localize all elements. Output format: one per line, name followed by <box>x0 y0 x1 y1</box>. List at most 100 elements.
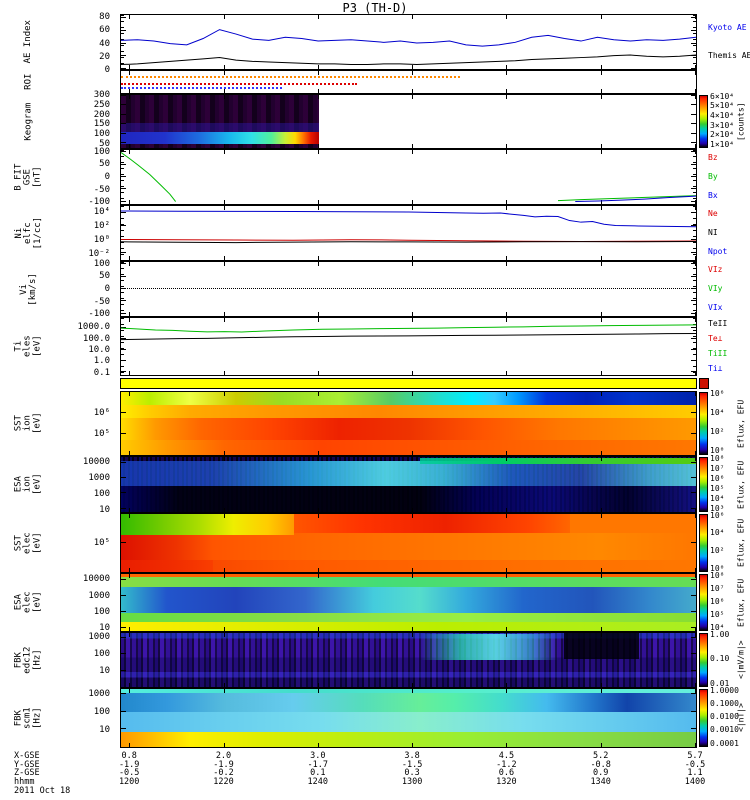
x-tick-mark <box>412 256 414 260</box>
y-tick-label: 100 <box>93 146 110 157</box>
y-tick-label: 0 <box>104 65 110 75</box>
x-tick-mark <box>506 256 508 260</box>
minor-ticks <box>693 15 696 69</box>
y-tick-mark <box>691 359 696 361</box>
y-tick-mark <box>121 104 126 106</box>
x-tick-mark <box>600 89 602 93</box>
colorbar-tick-label: 10⁴ <box>710 622 725 632</box>
spectrogram-layer <box>121 574 696 577</box>
y-tick-mark <box>691 200 696 202</box>
spectrogram-layer <box>121 418 696 440</box>
roi-upper <box>121 76 461 79</box>
colorbar-fbk-edc12 <box>699 633 708 687</box>
x-tick-mark <box>506 200 508 204</box>
y-axis-label-text: Keogram <box>23 102 34 141</box>
axis-value: 0.6 <box>498 768 515 778</box>
plot-area-velocity <box>120 261 697 317</box>
legend-viz: VIz <box>708 265 723 275</box>
x-tick-mark <box>317 71 319 75</box>
x-tick-mark <box>223 568 225 572</box>
y-axis-label-b-fit: B FIT GSE [nT] <box>0 149 58 205</box>
axis-value: -1.5 <box>401 759 423 770</box>
y-tick-mark <box>691 432 696 434</box>
y-tick-label: 10⁵ <box>93 538 110 548</box>
minor-ticks <box>121 150 124 204</box>
plot-area-roi <box>120 70 697 94</box>
x-tick-mark <box>129 633 131 637</box>
x-tick-mark <box>412 514 414 518</box>
x-tick-mark <box>506 262 508 266</box>
x-tick-mark <box>695 206 696 210</box>
axis-value: 1320 <box>496 776 517 787</box>
y-axis-label-fbk-edc12: FBK edc12 [Hz] <box>0 632 58 688</box>
x-tick-mark <box>223 371 225 375</box>
colorbar-tick-label: 5×10⁴ <box>710 101 735 111</box>
y-axis-label-text: SST ion [eV] <box>13 412 43 435</box>
colorbar-tick-label: 10⁴ <box>710 493 725 503</box>
axis-value: -1.9 <box>118 759 140 770</box>
panel-temperature: Ti eles [eV] 1000.0 100.0 10.0 1.0 0.1 TeII Te⊥… <box>0 317 750 378</box>
y-tick-mark <box>691 132 696 134</box>
spectrogram-layer <box>121 560 696 572</box>
y-tick-mark <box>691 693 696 695</box>
y-tick-labels: 10⁴ 10² 10⁰ 10⁻² <box>58 205 114 261</box>
x-tick-mark <box>695 312 696 316</box>
x-tick-mark <box>317 689 319 693</box>
y-tick-mark <box>691 252 696 254</box>
y-tick-mark <box>691 728 696 730</box>
x-tick-mark <box>129 71 131 75</box>
y-tick-labels: 1000 100 10 <box>58 632 114 688</box>
y-tick-label: 10 <box>99 666 110 677</box>
x-tick-mark <box>600 144 602 148</box>
x-tick-mark <box>223 514 225 518</box>
colorbar-tick-label: 10⁶ <box>710 510 725 520</box>
colorbar-unit-label: [counts] <box>736 102 746 141</box>
y-axis-label-ae-index: AE Index <box>0 14 58 70</box>
series-Bx <box>575 196 696 201</box>
legend-te-: Te⊥ <box>708 334 723 344</box>
y-tick-label: 1000 <box>88 688 110 699</box>
legend-bx: Bx <box>708 190 718 200</box>
y-tick-mark <box>121 370 126 372</box>
y-tick-mark <box>691 507 696 509</box>
panel-sst-ion: SST ion [eV] 10⁶ 10⁵ 10⁶ 10⁴ 10² 10⁰ Eflux, EF… <box>0 389 750 456</box>
x-tick-mark <box>506 568 508 572</box>
x-tick-mark <box>506 743 508 747</box>
y-tick-labels: 300 250 200 150 100 50 <box>58 90 114 149</box>
panel-fbk-edc12: FBK edc12 [Hz] 1000 100 10 1.00 0.10 0.01 <|mV… <box>0 630 750 688</box>
y-tick-label: 10⁻² <box>88 249 110 259</box>
legend-tiii: TiII <box>708 348 728 358</box>
colorbar-unit-label: <|mV/m|> <box>736 640 746 680</box>
y-tick-mark <box>691 653 696 655</box>
roi-lower-red <box>121 82 357 85</box>
colorbar-tick-label: 10³ <box>710 503 725 513</box>
y-axis-label-text: Vi [km/s] <box>18 272 38 306</box>
x-tick-mark <box>600 451 602 455</box>
series-svg <box>121 15 696 69</box>
axis-value: 0.1 <box>310 768 326 778</box>
y-tick-mark <box>691 211 696 213</box>
axis-value: 1240 <box>307 776 329 787</box>
axis-row-label-z-gse: Z-GSE <box>14 768 40 778</box>
legend-bz: Bz <box>708 153 718 163</box>
y-tick-mark <box>121 669 126 671</box>
plot-area-sst-ion <box>120 391 697 456</box>
y-tick-mark <box>691 477 696 479</box>
axis-value: 1220 <box>213 776 234 787</box>
footer-axis: 2011 Oct 18 X-GSE 0.8 2.0 3.0 3.8 4.5 5.2 5.7 Y-… <box>0 752 750 800</box>
colorbar-tick-label: 10⁷ <box>710 583 725 593</box>
colorbar-ticks: 10⁶ 10⁴ 10² 10⁰ <box>710 510 740 573</box>
y-tick-mark <box>121 123 126 125</box>
y-tick-label: 1.0 <box>93 356 110 367</box>
x-tick-mark <box>600 15 602 19</box>
y-axis-label-density: Ni elfc [1/cc] <box>0 205 58 261</box>
x-tick-mark <box>506 312 508 316</box>
x-tick-mark <box>412 206 414 210</box>
y-tick-label: 10 <box>99 724 110 735</box>
axis-value: 0.3 <box>404 768 420 778</box>
axis-value: 1.1 <box>687 768 703 778</box>
colorbar-tick-label: 10⁷ <box>710 463 725 473</box>
plot-area-b-fit <box>120 149 697 205</box>
axis-value: 0.9 <box>593 768 609 778</box>
y-tick-mark <box>691 123 696 125</box>
